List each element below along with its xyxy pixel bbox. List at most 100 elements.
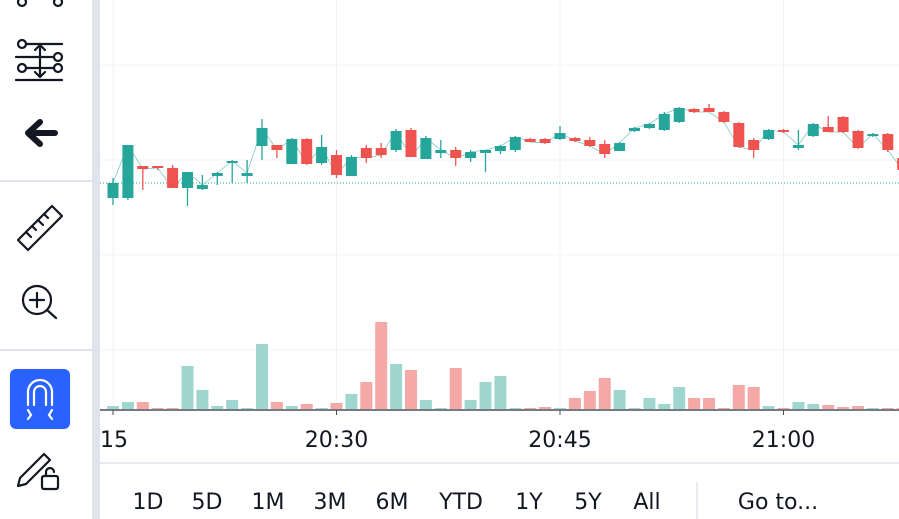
candle-body [673, 108, 685, 122]
candle-body [241, 173, 253, 176]
back-arrow[interactable] [25, 119, 58, 147]
candle-body [211, 173, 223, 176]
range-button[interactable]: 5D [192, 490, 223, 515]
candle-body [152, 166, 164, 168]
volume-bar [852, 406, 864, 409]
candle-body [286, 139, 298, 164]
candle-body [614, 143, 626, 151]
candle-body [167, 168, 179, 188]
candle-body [897, 158, 899, 170]
x-tick-label: 15 [100, 428, 128, 453]
volume-bar [509, 408, 522, 409]
range-button[interactable]: 1Y [515, 490, 543, 515]
candle-body [137, 166, 149, 169]
volume-bar [688, 398, 701, 409]
volume-bar [300, 404, 313, 409]
magnet-icon [26, 378, 54, 421]
candle-body [375, 148, 387, 155]
volume-bar [762, 406, 775, 409]
candle-body [301, 139, 313, 164]
volume-bar [315, 408, 328, 409]
range-button[interactable]: 1D [133, 490, 164, 515]
range-button[interactable]: 1M [252, 490, 285, 515]
volume-bar [330, 403, 343, 409]
candle-body [554, 133, 566, 139]
volume-bar [449, 368, 462, 409]
candle-body [852, 131, 864, 148]
candle-body [599, 144, 611, 154]
candle-body [524, 139, 536, 142]
lock-draw-tool[interactable] [16, 452, 60, 491]
candle-body [569, 138, 581, 141]
candle-body [345, 157, 357, 176]
range-button[interactable]: All [633, 490, 660, 515]
candle-body [271, 145, 283, 150]
volume-bar [717, 408, 730, 409]
candle-body [822, 127, 834, 132]
tool-icons [0, 0, 92, 491]
candle-body [435, 150, 447, 153]
volume-bar [837, 407, 850, 409]
zoom-tool[interactable] [21, 284, 58, 320]
grid [100, 64, 899, 351]
candle-body [688, 109, 700, 112]
volume-bar [360, 382, 373, 409]
candle-body [196, 185, 208, 189]
x-tick-label: 21:00 [752, 428, 815, 453]
candle-body [733, 123, 745, 147]
volume-bar [643, 398, 656, 409]
candle-body [256, 128, 268, 146]
volume-bar [419, 400, 432, 409]
candle-body [584, 140, 596, 146]
volume-bar [479, 382, 492, 409]
candle-body [807, 124, 819, 136]
volume-bar [434, 408, 447, 409]
candle-body [360, 148, 372, 158]
left-toolbar [0, 0, 92, 519]
range-button[interactable]: YTD [438, 490, 483, 515]
goto-button[interactable]: Go to... [738, 490, 818, 515]
volume-bar [494, 376, 507, 409]
candle-body [643, 124, 655, 128]
candle-body [629, 128, 640, 131]
close-line [112, 107, 899, 189]
candle-body [107, 183, 119, 198]
candle-body [867, 134, 879, 136]
volume-bar [241, 408, 254, 409]
magnet-button[interactable] [10, 369, 70, 429]
candle-body [792, 145, 804, 148]
candle-body [450, 150, 462, 158]
candle-body [420, 138, 432, 159]
volume-bar [256, 344, 268, 409]
volume-bar [151, 408, 164, 409]
volume-bar [732, 385, 745, 409]
volume-bar [405, 370, 417, 409]
volume-bar [568, 398, 581, 409]
x-tick-label: 20:30 [305, 428, 368, 453]
candle-body [390, 131, 402, 150]
range-button[interactable]: 3M [314, 490, 347, 515]
range-button[interactable]: 5Y [574, 490, 602, 515]
fib-tool[interactable] [14, 38, 64, 82]
volume-bar [345, 394, 358, 409]
volume-bar [464, 400, 477, 409]
volume-bar [822, 405, 835, 409]
volume-bar [539, 407, 552, 409]
candle-body [331, 155, 342, 175]
candle-body [837, 117, 849, 132]
volume-bar [896, 408, 899, 409]
candle-body [122, 145, 134, 198]
candle-body [494, 146, 506, 151]
range-button[interactable]: 6M [376, 490, 409, 515]
path-tool[interactable] [16, 0, 64, 8]
candle-body [658, 114, 670, 130]
ruler-tool[interactable] [16, 204, 64, 252]
volume-bar [703, 398, 715, 409]
candle-body [748, 140, 760, 150]
volume-bar [524, 408, 537, 409]
candle-body [703, 108, 715, 112]
candle-body [539, 139, 551, 143]
volume-bar [211, 406, 224, 409]
volume-bar [196, 390, 209, 409]
